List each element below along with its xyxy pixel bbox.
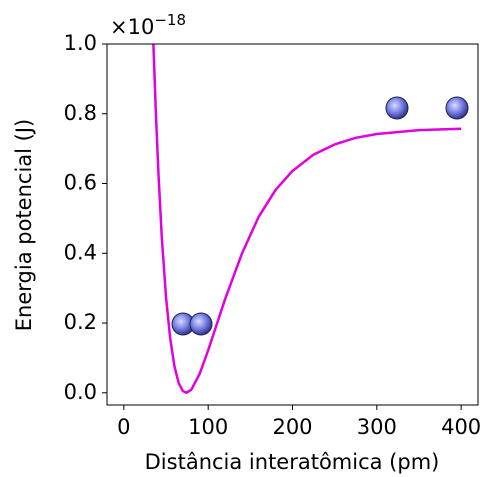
- y-tick-label: 0.4: [64, 240, 97, 264]
- offset-text: ×10−18: [110, 11, 186, 40]
- y-axis-label: Energia potencial (J): [12, 119, 36, 331]
- axes-frame: [106, 43, 479, 406]
- x-tick-label: 400: [441, 415, 481, 439]
- molecule-far: [385, 96, 469, 120]
- offset-base: ×10: [110, 15, 154, 39]
- x-tick-label: 200: [272, 415, 312, 439]
- x-tick-label: 0: [117, 415, 130, 439]
- offset-exponent: −18: [154, 11, 186, 29]
- y-tick-label: 0.2: [64, 310, 97, 334]
- atom: [189, 312, 213, 336]
- atom: [385, 96, 409, 120]
- x-tick-label: 100: [188, 415, 228, 439]
- atom: [445, 96, 469, 120]
- y-tick-label: 0.6: [64, 171, 97, 195]
- molecule-close: [171, 312, 213, 336]
- x-axis-label: Distância interatômica (pm): [145, 450, 440, 474]
- potential-curve: [152, 44, 462, 395]
- y-tick-label: 0.8: [64, 101, 97, 125]
- x-tick-label: 300: [357, 415, 397, 439]
- y-tick-label: 1.0: [64, 31, 97, 55]
- y-tick-label: 0.0: [64, 380, 97, 404]
- plot-area: [152, 44, 462, 395]
